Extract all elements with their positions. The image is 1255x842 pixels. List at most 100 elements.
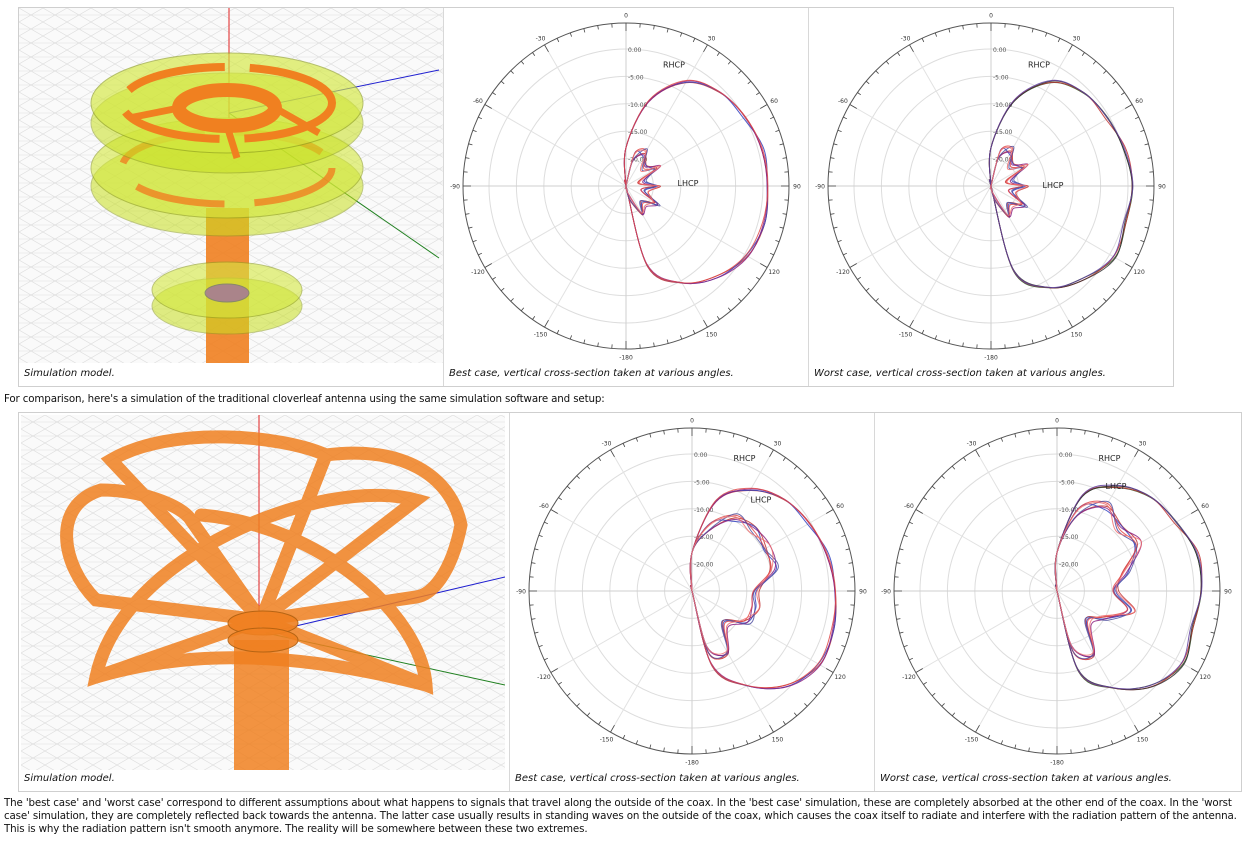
angle-tick xyxy=(576,475,580,479)
angle-tick xyxy=(837,240,842,243)
angle-tick xyxy=(538,534,543,537)
angle-tick xyxy=(962,25,964,30)
angle-tick xyxy=(1147,157,1152,159)
angle-tick xyxy=(732,744,735,749)
angle-tick-label: -180 xyxy=(984,355,998,362)
angle-tick xyxy=(1045,32,1048,37)
polar-plot-cell: 0 30 60 90 120 150 -180 -150 -120 -90 -60 -30 0.00 -5… xyxy=(510,413,875,791)
intro-text: For comparison, here's a simulation of t… xyxy=(4,393,605,405)
angle-tick xyxy=(1028,747,1030,752)
angle-tick xyxy=(963,721,967,725)
angle-tick xyxy=(826,509,834,514)
series-trace xyxy=(989,146,1029,216)
radial-tick-label: -5.00 xyxy=(1059,479,1075,486)
angle-tick xyxy=(472,240,477,243)
angle-tick xyxy=(756,92,760,96)
angle-tick xyxy=(538,645,543,648)
angle-tick-label: 30 xyxy=(708,35,716,42)
polar-plot-best-case: 0 30 60 90 120 150 -180 -150 -120 -90 -60 -30 0.00 -5… xyxy=(450,13,801,362)
angle-tick-label: -120 xyxy=(902,674,916,681)
angle-tick-label: -120 xyxy=(471,269,485,276)
angle-tick xyxy=(909,44,914,52)
series-rhcp xyxy=(988,79,1134,289)
series-lhcp xyxy=(989,145,1029,218)
angle-tick xyxy=(531,562,536,564)
angle-tick xyxy=(544,657,549,661)
angle-tick xyxy=(1068,44,1073,52)
radial-tick-label: -20.00 xyxy=(628,157,648,164)
angle-tick xyxy=(923,497,927,501)
angle-tick-label: -60 xyxy=(838,98,848,105)
polar-plot-best-case: 0 30 60 90 120 150 -180 -150 -120 -90 -60 -30 0.00 -5… xyxy=(516,418,867,767)
angle-tick xyxy=(948,339,951,344)
angle-tick xyxy=(782,157,787,159)
angle-tick xyxy=(841,534,846,537)
angle-tick xyxy=(484,104,492,109)
angle-tick xyxy=(746,437,749,442)
angle-tick xyxy=(1081,52,1085,56)
angle-tick xyxy=(909,657,914,661)
angle-tick xyxy=(1158,465,1163,470)
angle-tick-label: -180 xyxy=(1050,760,1064,767)
angle-tick xyxy=(903,645,908,648)
radial-tick-label: 0.00 xyxy=(628,47,642,54)
angle-tick xyxy=(1169,703,1173,707)
angle-tick xyxy=(520,60,525,65)
angle-tick-label: -90 xyxy=(450,184,460,191)
polar-plot-worst-case: 0 30 60 90 120 150 -180 -150 -120 -90 -60 -30 0.00 -5… xyxy=(815,13,1166,362)
radial-tick-label: 0.00 xyxy=(694,452,708,459)
angle-tick xyxy=(1158,712,1163,717)
angle-tick xyxy=(556,329,560,334)
angle-tick xyxy=(760,263,768,268)
angle-tick xyxy=(779,143,784,146)
radial-tick-label: -20.00 xyxy=(694,562,714,569)
angle-tick xyxy=(1206,645,1211,648)
angle-tick xyxy=(1125,263,1133,268)
angle-tick-label: 150 xyxy=(706,332,718,339)
angle-tick xyxy=(793,712,798,717)
lower-disc xyxy=(151,261,303,335)
angle-tick xyxy=(837,129,842,132)
angle-tick xyxy=(804,475,808,479)
series-rhcp xyxy=(1054,484,1203,691)
angle-tick xyxy=(610,725,615,733)
angle-tick xyxy=(923,681,927,685)
angle-tick xyxy=(732,433,735,438)
angle-tick xyxy=(556,38,560,43)
figure-row-cloverleaf: Simulation model. 0 30 60 90 120 150 -180 -150 -… xyxy=(18,412,1242,792)
angle-tick xyxy=(941,703,945,707)
angle-tick xyxy=(1187,681,1191,685)
angle-tick-label: -90 xyxy=(881,589,891,596)
angle-tick xyxy=(822,681,826,685)
angle-tick xyxy=(719,430,721,435)
series-trace xyxy=(1054,486,1202,690)
angle-tick-label: -120 xyxy=(537,674,551,681)
angle-tick xyxy=(666,28,669,33)
angle-tick xyxy=(653,342,655,347)
angle-tick xyxy=(653,25,655,30)
angle-tick xyxy=(586,465,591,470)
top-patch-disc xyxy=(90,52,364,174)
angle-tick xyxy=(758,734,762,739)
caption: Simulation model. xyxy=(24,368,115,379)
angle-tick xyxy=(663,430,665,435)
angle-tick xyxy=(598,721,602,725)
radial-tick-label: -20.00 xyxy=(1059,562,1079,569)
angle-tick xyxy=(583,339,586,344)
cloverleaf-antenna-3d-model xyxy=(21,415,505,770)
angle-tick-label: -90 xyxy=(815,184,825,191)
angle-tick xyxy=(975,449,980,457)
caption: Best case, vertical cross-section taken … xyxy=(449,368,734,379)
angle-tick xyxy=(841,645,846,648)
angle-tick xyxy=(598,457,602,461)
angle-tick xyxy=(987,734,991,739)
angle-tick xyxy=(544,320,549,328)
angle-tick xyxy=(478,116,483,120)
angle-tick xyxy=(586,712,591,717)
angle-tick xyxy=(465,213,470,215)
angle-tick xyxy=(1210,631,1215,634)
angle-tick-label: 150 xyxy=(1137,737,1149,744)
radial-tick-label: -15.00 xyxy=(694,534,714,541)
lhcp-label: LHCP xyxy=(1106,482,1127,491)
polar-plot-cell: 0 30 60 90 120 150 -180 -150 -120 -90 -60 -30 0.00 -5… xyxy=(444,8,809,386)
